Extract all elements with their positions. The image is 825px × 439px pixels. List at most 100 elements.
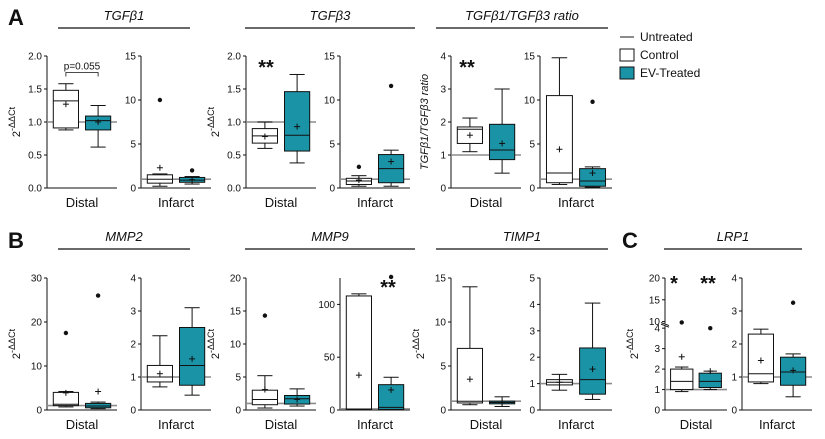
- y-tick-label: 1: [130, 373, 136, 384]
- box-ev-treated: [378, 274, 405, 411]
- y-tick-label: 1.5: [28, 85, 42, 96]
- y-axis-label: 2-ΔΔCt: [625, 328, 641, 359]
- y-tick-label: 10: [524, 96, 536, 107]
- y-tick-label: 5: [130, 140, 136, 151]
- significance-mark: **: [459, 57, 475, 79]
- y-tick-label: 15: [230, 307, 242, 318]
- y-tick-label: 3: [731, 307, 737, 318]
- chart-panel-7: 0 1 2 3 4 Infarct: [130, 274, 211, 432]
- y-tick-label: 0.5: [28, 151, 42, 162]
- box-control: [456, 286, 483, 406]
- legend-item-control: Control: [619, 48, 679, 62]
- box-control: [52, 83, 79, 131]
- box-control: [146, 335, 174, 388]
- y-tick-label: 1: [529, 379, 535, 390]
- y-tick-label: 4: [731, 274, 737, 285]
- y-tick-label: 0.0: [28, 184, 42, 195]
- y-tick-label: 5: [529, 140, 535, 151]
- y-tick-label: 1: [731, 373, 737, 384]
- y-tick-label: 20: [649, 274, 661, 285]
- y-tick-label: 0: [36, 406, 42, 417]
- legend-swatch-box: [619, 66, 635, 80]
- box-control: [345, 164, 372, 187]
- y-tick-label: 5: [529, 274, 535, 285]
- y-tick-label: 0: [235, 406, 241, 417]
- box-ev-treated: [698, 325, 722, 391]
- y-tick-label: 15: [125, 52, 137, 63]
- legend-swatch-box: [619, 48, 635, 62]
- y-tick-label: 1: [654, 385, 660, 396]
- x-category-label: Distal: [680, 417, 713, 432]
- y-tick-label: 15: [649, 295, 661, 306]
- box-control: [670, 320, 694, 393]
- box-iqr: [52, 89, 79, 129]
- legend-label: Control: [640, 48, 679, 62]
- box-control: [747, 328, 774, 385]
- box-ev-treated: [780, 300, 807, 398]
- y-tick-label: 0: [529, 406, 535, 417]
- outlier-point: [95, 293, 101, 298]
- y-tick-label: 4: [654, 324, 660, 335]
- chart-panel-11: 0 1 2 3 4 5 Infarct: [529, 274, 612, 432]
- y-tick-label: 5: [235, 373, 241, 384]
- y-tick-label: 3: [654, 344, 660, 355]
- chart-panel-10: 0 5 10 15 2-ΔΔCt Distal: [411, 274, 521, 432]
- y-axis-label: 2-ΔΔCt: [206, 328, 222, 359]
- box-ev-treated: [489, 88, 516, 174]
- y-axis-label: 2-ΔΔCt: [206, 106, 222, 137]
- y-tick-label: 100: [318, 300, 335, 311]
- outlier-point: [262, 313, 268, 318]
- group-title: LRP1: [717, 229, 750, 244]
- x-category-label: Distal: [265, 417, 298, 432]
- y-tick-label: 0.5: [227, 151, 241, 162]
- box-ev-treated: [378, 83, 405, 187]
- legend: Untreated Control EV-Treated: [619, 30, 700, 80]
- y-tick-label: 0: [130, 406, 136, 417]
- y-tick-label: 1.0: [227, 118, 241, 129]
- y-tick-label: 0: [440, 184, 446, 195]
- box-control: [545, 373, 573, 391]
- significance-mark: *: [670, 273, 678, 295]
- x-category-label: Infarct: [357, 195, 394, 210]
- chart-panel-13: 0 1 2 3 4 Infarct: [731, 274, 812, 432]
- box-ev-treated: [284, 388, 311, 407]
- box-control: [146, 97, 174, 187]
- box-ev-treated: [179, 307, 206, 396]
- y-tick-label: 10: [435, 318, 447, 329]
- group-title: TGFβ3: [310, 8, 351, 23]
- chart-panel-8: 0 5 10 15 20 2-ΔΔCt Distal: [206, 274, 316, 432]
- chart-panel-3: 0 5 10 15 Infarct: [324, 52, 410, 210]
- outlier-point: [388, 83, 394, 89]
- x-category-label: Distal: [66, 195, 99, 210]
- y-tick-label: 3: [440, 85, 446, 96]
- y-tick-label: 30: [31, 274, 43, 285]
- outlier-point: [189, 168, 195, 173]
- y-tick-label: 0: [529, 184, 535, 195]
- pvalue-label: p=0.055: [64, 62, 101, 73]
- box-iqr: [545, 95, 573, 184]
- box-ev-treated: [85, 105, 112, 148]
- y-tick-label: 4: [130, 274, 136, 285]
- box-control: [251, 313, 279, 409]
- box-control: [345, 293, 372, 411]
- axis-break-mark: [660, 322, 670, 327]
- y-axis-label: TGFβ1/TGFβ3 ratio: [419, 74, 431, 170]
- y-axis-label: 2-ΔΔCt: [7, 106, 23, 137]
- box-control: [251, 121, 279, 149]
- box-iqr: [345, 295, 372, 410]
- outlier-point: [388, 274, 394, 280]
- y-tick-label: 2: [654, 365, 660, 376]
- y-tick-label: 0: [731, 406, 737, 417]
- y-tick-label: 10: [31, 362, 43, 373]
- y-tick-label: 3: [529, 326, 535, 337]
- x-category-label: Distal: [265, 195, 298, 210]
- y-axis-label: 2-ΔΔCt: [7, 328, 23, 359]
- y-tick-label: 1.5: [227, 85, 241, 96]
- box-control: [456, 117, 483, 153]
- y-tick-label: 0: [329, 406, 335, 417]
- y-tick-label: 15: [324, 52, 336, 63]
- y-tick-label: 4: [529, 300, 535, 311]
- y-tick-label: 0: [440, 406, 446, 417]
- y-tick-label: 2: [529, 353, 535, 364]
